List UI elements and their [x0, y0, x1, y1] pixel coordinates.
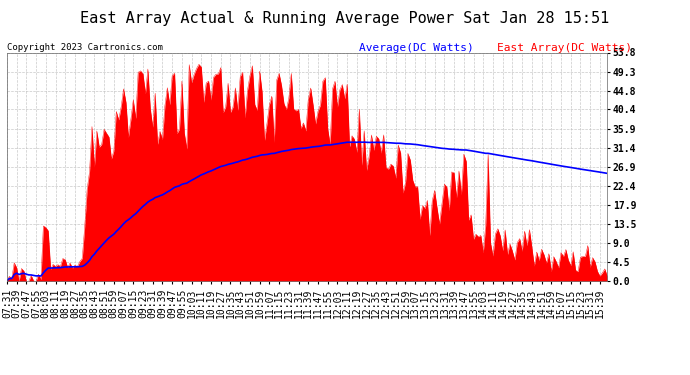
Text: East Array Actual & Running Average Power Sat Jan 28 15:51: East Array Actual & Running Average Powe…	[80, 11, 610, 26]
Text: Average(DC Watts): Average(DC Watts)	[359, 43, 473, 53]
Text: Copyright 2023 Cartronics.com: Copyright 2023 Cartronics.com	[7, 43, 163, 52]
Text: East Array(DC Watts): East Array(DC Watts)	[497, 43, 632, 53]
